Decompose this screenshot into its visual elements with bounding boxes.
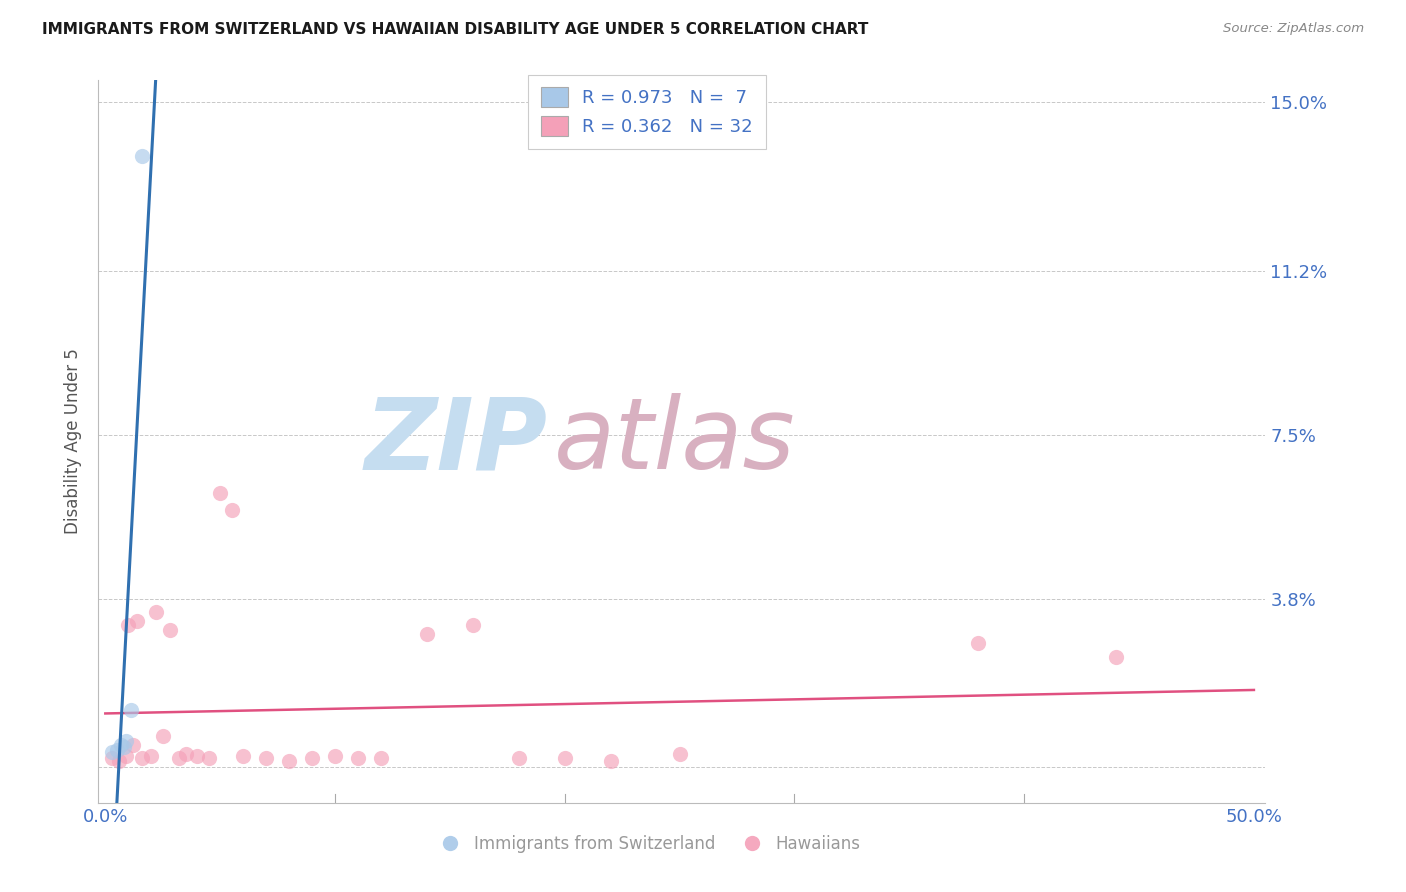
Point bbox=[145, 605, 167, 619]
Point bbox=[110, 738, 132, 752]
Text: atlas: atlas bbox=[554, 393, 796, 490]
Point bbox=[108, 754, 131, 768]
Point bbox=[370, 751, 392, 765]
Point bbox=[141, 749, 163, 764]
Y-axis label: Disability Age Under 5: Disability Age Under 5 bbox=[65, 349, 83, 534]
Point bbox=[347, 751, 370, 765]
Point bbox=[127, 614, 149, 628]
Text: ZIP: ZIP bbox=[364, 393, 548, 490]
Point bbox=[101, 751, 124, 765]
Legend: Immigrants from Switzerland, Hawaiians: Immigrants from Switzerland, Hawaiians bbox=[427, 828, 866, 860]
Text: IMMIGRANTS FROM SWITZERLAND VS HAWAIIAN DISABILITY AGE UNDER 5 CORRELATION CHART: IMMIGRANTS FROM SWITZERLAND VS HAWAIIAN … bbox=[42, 22, 869, 37]
Point bbox=[254, 751, 277, 765]
Point bbox=[101, 745, 124, 759]
Point bbox=[554, 751, 576, 765]
Point bbox=[461, 618, 484, 632]
Point bbox=[131, 148, 153, 162]
Point bbox=[120, 703, 142, 717]
Point bbox=[152, 729, 174, 743]
Point bbox=[167, 751, 190, 765]
Point bbox=[174, 747, 197, 761]
Point bbox=[221, 503, 243, 517]
Point bbox=[197, 751, 219, 765]
Point bbox=[967, 636, 990, 650]
Point bbox=[105, 742, 128, 756]
Point bbox=[117, 618, 139, 632]
Point bbox=[301, 751, 323, 765]
Point bbox=[599, 754, 621, 768]
Point bbox=[122, 738, 145, 752]
Point bbox=[668, 747, 690, 761]
Point bbox=[115, 749, 138, 764]
Point bbox=[1105, 649, 1128, 664]
Point bbox=[323, 749, 346, 764]
Point bbox=[159, 623, 181, 637]
Point bbox=[416, 627, 439, 641]
Point bbox=[278, 754, 301, 768]
Point bbox=[508, 751, 530, 765]
Point bbox=[115, 733, 138, 747]
Point bbox=[232, 749, 254, 764]
Point bbox=[131, 751, 153, 765]
Point bbox=[209, 485, 232, 500]
Text: Source: ZipAtlas.com: Source: ZipAtlas.com bbox=[1223, 22, 1364, 36]
Point bbox=[112, 740, 135, 755]
Point bbox=[186, 749, 208, 764]
